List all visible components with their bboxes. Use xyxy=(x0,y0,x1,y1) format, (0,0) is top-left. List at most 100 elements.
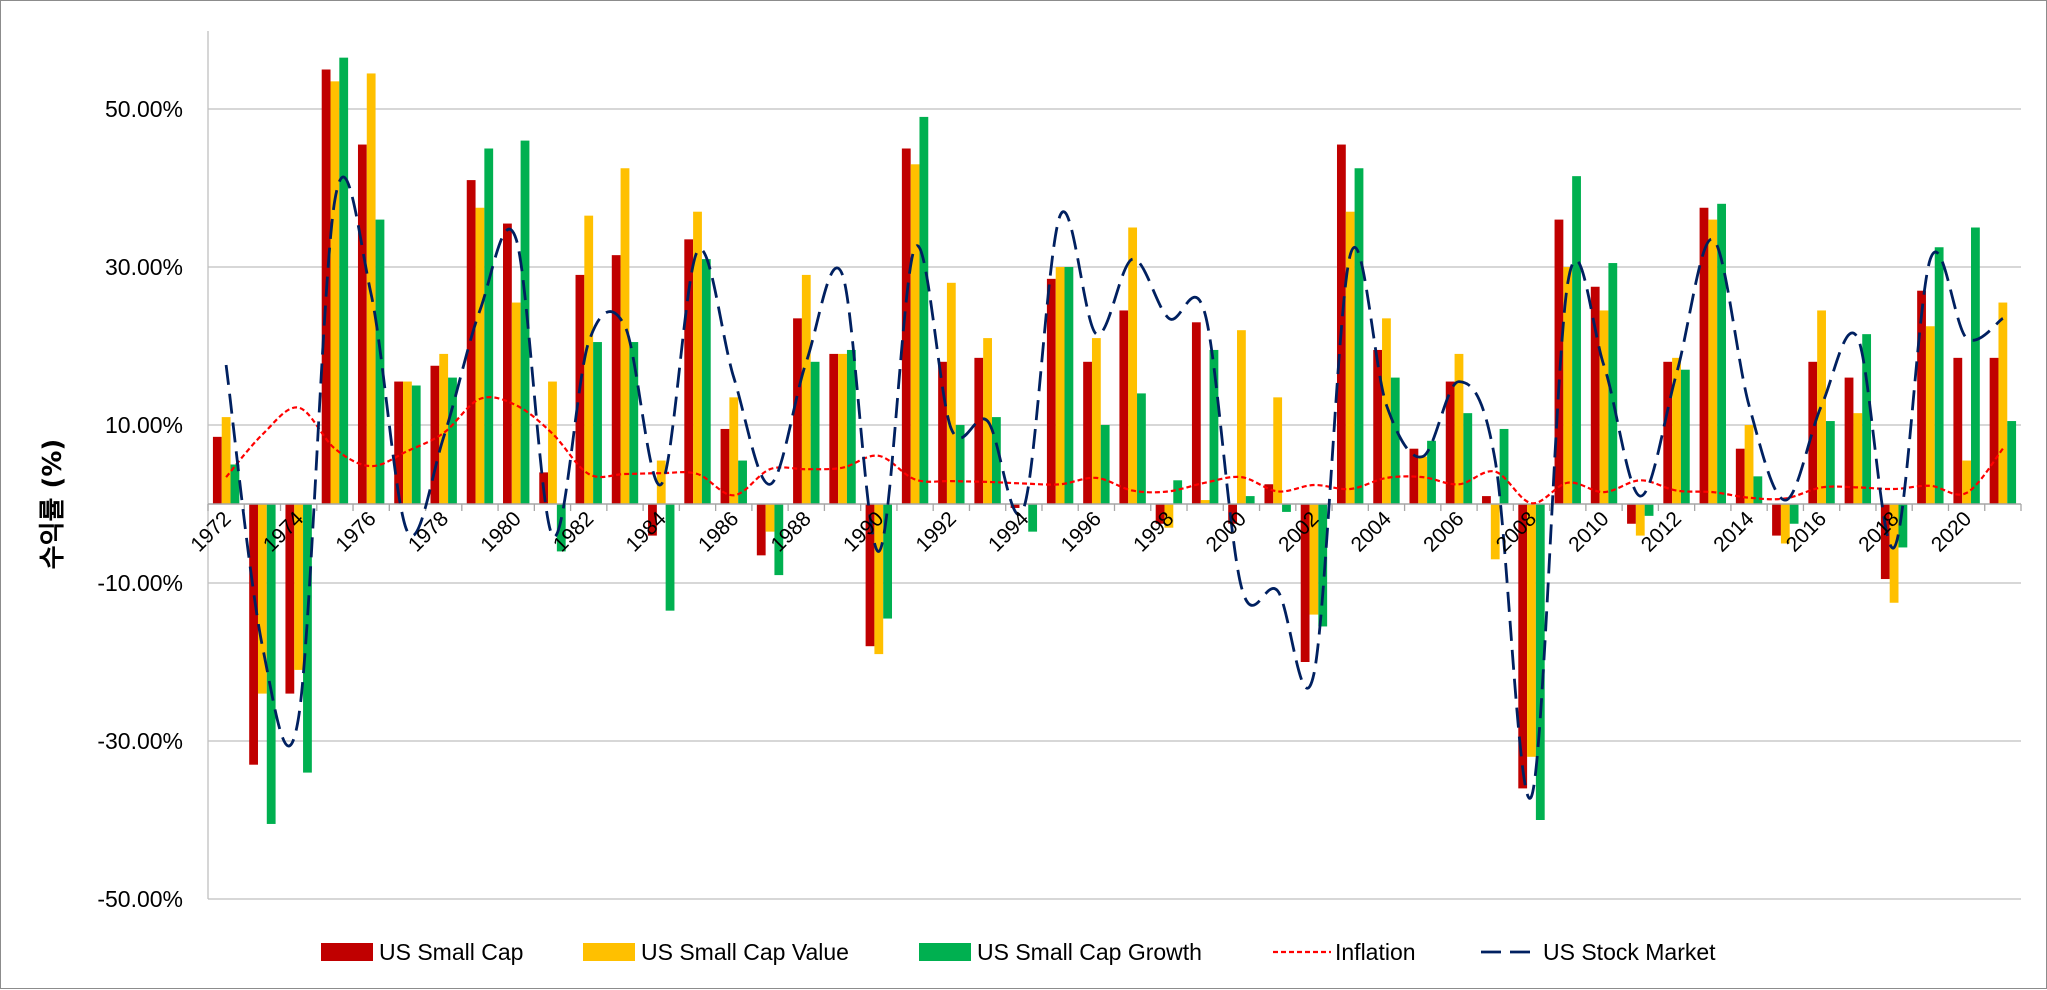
bar-us-small-cap xyxy=(503,223,512,505)
bar-us-small-cap-growth xyxy=(1354,168,1364,504)
bar-us-small-cap xyxy=(865,504,875,647)
bar-us-small-cap xyxy=(684,239,694,504)
bar-us-small-cap xyxy=(1880,504,1890,580)
x-tick-label: 1984 xyxy=(621,507,671,557)
legend-item: US Small Cap Growth xyxy=(919,939,1202,965)
bar-us-small-cap-growth xyxy=(1971,227,1980,504)
bar-us-small-cap-value xyxy=(765,504,775,532)
legend-item: US Stock Market xyxy=(1481,939,1716,965)
bar-us-small-cap-growth xyxy=(1499,428,1509,504)
bar-us-small-cap-growth xyxy=(1282,504,1291,512)
bar-us-small-cap-growth xyxy=(1862,334,1872,504)
bar-us-small-cap xyxy=(1445,381,1455,504)
legend-item: US Small Cap Value xyxy=(583,939,849,965)
bar-us-small-cap-value xyxy=(1962,460,1972,504)
bar-us-small-cap-growth xyxy=(1064,267,1074,504)
bar-us-small-cap-growth xyxy=(1898,504,1908,548)
bar-us-small-cap-value xyxy=(1273,397,1283,504)
bar-us-small-cap-value xyxy=(439,353,449,504)
bar-us-small-cap-value xyxy=(1382,318,1391,504)
line-inflation xyxy=(225,396,2004,505)
x-tick-label: 1996 xyxy=(1057,507,1106,556)
bar-us-small-cap-growth xyxy=(2007,421,2017,504)
y-tick-label: 30.00% xyxy=(105,254,183,280)
bar-us-small-cap-growth xyxy=(411,385,421,504)
bar-us-small-cap xyxy=(1373,349,1383,504)
bar-us-small-cap-value xyxy=(1418,456,1428,504)
bar-us-small-cap-value xyxy=(1889,504,1899,603)
legend-swatch xyxy=(919,943,971,961)
bar-us-small-cap-growth xyxy=(1318,504,1328,627)
y-tick-label: -50.00% xyxy=(97,886,183,912)
bar-us-small-cap-value xyxy=(729,397,739,504)
legend-item: US Small Cap xyxy=(321,939,523,965)
bar-us-small-cap-value xyxy=(1672,357,1681,504)
legend-label: US Stock Market xyxy=(1543,939,1716,965)
bar-us-small-cap xyxy=(1844,377,1854,504)
bar-us-small-cap-value xyxy=(1091,338,1101,504)
bar-us-small-cap xyxy=(793,318,802,504)
lines xyxy=(224,175,2004,800)
bar-us-small-cap-growth xyxy=(1789,504,1799,524)
x-tick-label: 1992 xyxy=(912,507,961,556)
bar-us-small-cap-growth xyxy=(810,361,820,504)
bar-us-small-cap-growth xyxy=(665,504,675,611)
bar-us-small-cap-growth xyxy=(484,148,494,504)
bar-us-small-cap xyxy=(1191,322,1201,504)
bar-us-small-cap xyxy=(1046,278,1056,504)
bar-us-small-cap-value xyxy=(693,211,702,504)
bar-us-small-cap-value xyxy=(1055,267,1065,504)
bar-us-small-cap-growth xyxy=(1644,504,1654,516)
bar-us-small-cap xyxy=(357,144,367,505)
bar-us-small-cap xyxy=(756,504,766,556)
bar-us-small-cap-growth xyxy=(1572,176,1581,504)
bar-us-small-cap-growth xyxy=(919,116,929,505)
bar-us-small-cap-value xyxy=(874,504,884,655)
bar-us-small-cap xyxy=(1119,310,1129,504)
bar-us-small-cap-growth xyxy=(1209,349,1219,504)
bar-us-small-cap-value xyxy=(801,274,811,504)
bar-us-small-cap xyxy=(901,148,911,504)
bar-us-small-cap xyxy=(1699,207,1709,504)
y-tick-labels: -50.00% -30.00% -10.00% 10.00% 30.00% 50.00% xyxy=(97,96,183,912)
legend-label: Inflation xyxy=(1335,939,1416,965)
x-tick-label: 1994 xyxy=(984,507,1034,557)
legend-label: US Small Cap Value xyxy=(641,939,849,965)
bar-us-small-cap-value xyxy=(946,282,956,504)
bar-us-small-cap-growth xyxy=(701,259,711,504)
bar-us-small-cap-growth xyxy=(520,140,530,504)
legend-label: US Small Cap Growth xyxy=(977,939,1202,965)
bar-us-small-cap xyxy=(1083,361,1092,504)
legend-label: US Small Cap xyxy=(379,939,523,965)
bar-us-small-cap-value xyxy=(1309,504,1319,615)
bar-us-small-cap xyxy=(1989,357,1999,504)
bar-us-small-cap-value xyxy=(1599,310,1609,504)
x-tick-label: 1986 xyxy=(694,507,743,556)
x-tick-label: 2006 xyxy=(1419,507,1468,556)
bar-us-small-cap xyxy=(1300,504,1310,662)
legend-swatch xyxy=(583,943,635,961)
line-us-stock-market xyxy=(224,175,2004,800)
bar-us-small-cap-growth xyxy=(1427,440,1436,504)
axes xyxy=(207,31,2022,899)
legend-swatch xyxy=(321,943,373,961)
bar-us-small-cap xyxy=(938,361,947,504)
bar-us-small-cap xyxy=(1627,504,1636,524)
bar-us-small-cap xyxy=(212,436,222,504)
bar-us-small-cap-value xyxy=(548,381,557,504)
bar-us-small-cap xyxy=(1590,286,1600,504)
bar-us-small-cap-growth xyxy=(448,377,457,504)
bar-us-small-cap-value xyxy=(1853,413,1863,504)
y-tick-label: -30.00% xyxy=(97,728,183,754)
bar-us-small-cap xyxy=(1772,504,1781,536)
bar-us-small-cap xyxy=(249,504,258,765)
bar-us-small-cap-growth xyxy=(230,464,240,504)
bar-us-small-cap-value xyxy=(330,81,340,504)
bar-us-small-cap xyxy=(720,428,730,504)
bar-us-small-cap xyxy=(1917,290,1926,504)
bar-us-small-cap-growth xyxy=(738,460,747,504)
bar-us-small-cap-growth xyxy=(955,425,965,504)
x-tick-label: 2014 xyxy=(1709,507,1759,557)
bar-us-small-cap-value xyxy=(294,504,304,670)
